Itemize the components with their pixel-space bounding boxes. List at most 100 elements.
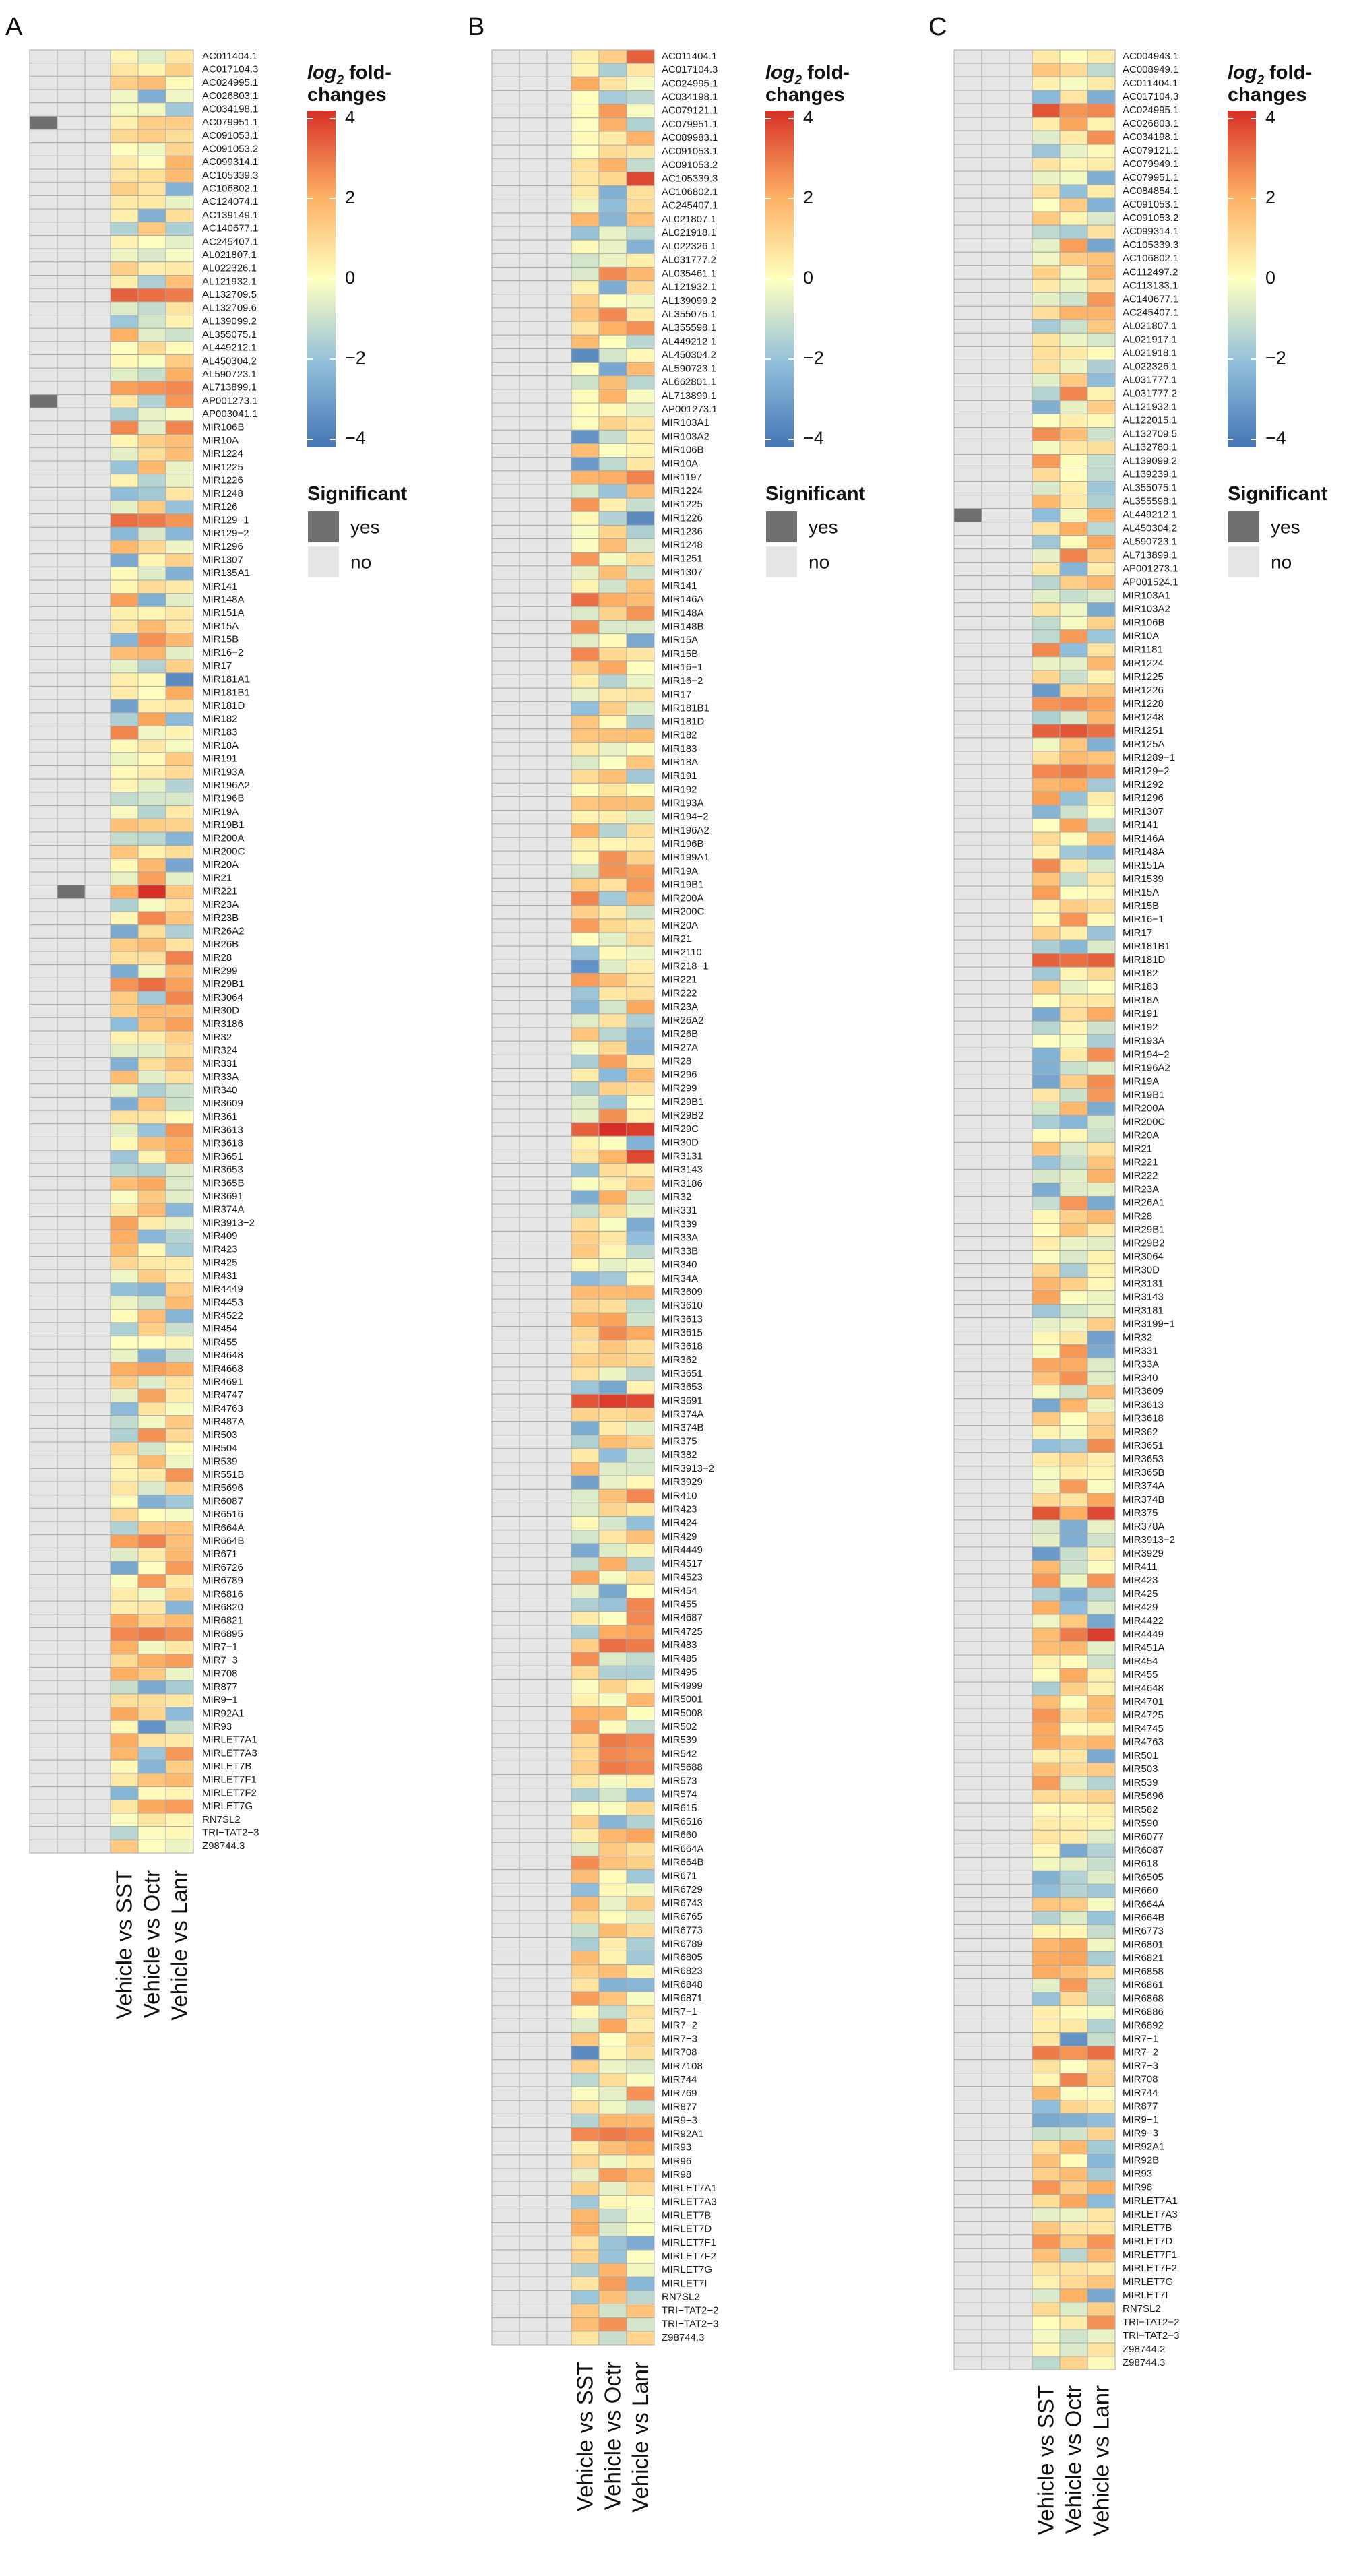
heatmap-cell (626, 1149, 655, 1164)
heatmap-cell (165, 871, 194, 886)
row-label: MIR1224 (202, 448, 243, 460)
heatmap-cell (1087, 2329, 1116, 2344)
row-label: MIR1248 (202, 488, 243, 499)
significance-cell (953, 2248, 982, 2263)
heatmap-cell (571, 104, 600, 119)
significance-cell (84, 222, 113, 236)
row-label: MIR21 (202, 873, 232, 884)
significance-cell (519, 49, 548, 64)
row-label: MIR6892 (1123, 2020, 1164, 2032)
significance-cell (84, 486, 113, 501)
row-label: MIR574 (662, 1789, 697, 1800)
significance-cell (519, 2032, 548, 2047)
significance-cell (546, 1828, 575, 1843)
heatmap-cell (626, 1298, 655, 1313)
significance-cell (519, 199, 548, 214)
heatmap-cell (1032, 2086, 1061, 2101)
row-label: MIR6805 (662, 1952, 703, 1964)
significance-cell (29, 89, 58, 104)
significance-cell (57, 1123, 86, 1137)
heatmap-cell (571, 1054, 600, 1069)
significance-cell (953, 373, 982, 387)
heatmap-cell (626, 2331, 655, 2346)
significance-cell (546, 117, 575, 132)
heatmap-cell (110, 1269, 139, 1284)
heatmap-cell (110, 1786, 139, 1800)
heatmap-cell (571, 226, 600, 241)
significance-cell (519, 918, 548, 933)
heatmap-cell (598, 1747, 627, 1761)
heatmap-cell (598, 104, 627, 119)
heatmap-cell (571, 1516, 600, 1531)
significance-cell (491, 185, 520, 200)
heatmap-cell (137, 672, 166, 687)
heatmap-cell (571, 905, 600, 920)
significance-cell (491, 1040, 520, 1055)
heatmap-cell (165, 1123, 194, 1137)
significance-cell (491, 823, 520, 838)
heatmap-cell (626, 2168, 655, 2182)
row-label: AC034198.1 (662, 92, 718, 103)
heatmap-cell (165, 845, 194, 859)
heatmap-cell (571, 986, 600, 1001)
significance-cell (546, 538, 575, 553)
heatmap-cell (571, 2331, 600, 2346)
row-label: MIR98 (662, 2169, 691, 2180)
heatmap-cell (571, 1013, 600, 1028)
row-label: MIR29B2 (662, 1110, 704, 1121)
heatmap-cell (1087, 805, 1116, 819)
heatmap-cell (571, 239, 600, 254)
significance-cell (491, 1068, 520, 1083)
significance-cell (953, 1250, 982, 1265)
row-label: MIR29B1 (662, 1096, 704, 1108)
legend-no-key (1227, 545, 1261, 579)
heatmap-cell (571, 1842, 600, 1856)
row-label: MIR3143 (1123, 1292, 1164, 1303)
heatmap-cell (571, 2236, 600, 2251)
heatmap-cell (1032, 346, 1061, 360)
row-label: MIR192 (662, 784, 697, 795)
heatmap-cell (1059, 1061, 1088, 1075)
legend-tick-label: 2 (1265, 187, 1275, 208)
significance-cell (981, 710, 1010, 725)
significance-cell (953, 481, 982, 496)
heatmap-cell (1059, 292, 1088, 307)
significance-cell (57, 447, 86, 462)
significance-cell (546, 1163, 575, 1178)
heatmap-cell (137, 500, 166, 515)
heatmap-cell (626, 1923, 655, 1938)
significance-cell (84, 672, 113, 687)
significance-cell (84, 1733, 113, 1748)
row-label: MIR4449 (202, 1284, 243, 1295)
significance-cell (57, 1336, 86, 1350)
significance-cell (546, 823, 575, 838)
significance-cell (519, 212, 548, 227)
row-label: MIR362 (662, 1354, 697, 1366)
significance-cell (953, 724, 982, 739)
significance-cell (57, 129, 86, 144)
heatmap-cell (110, 381, 139, 396)
row-label: MIR15B (662, 648, 698, 660)
heatmap-cell (1032, 737, 1061, 752)
heatmap-cell (1032, 1681, 1061, 1696)
heatmap-cell (571, 212, 600, 227)
heatmap-cell (1032, 197, 1061, 212)
significance-cell (29, 1004, 58, 1018)
significance-cell (953, 1776, 982, 1790)
significance-cell (519, 1652, 548, 1666)
significance-cell (546, 1135, 575, 1150)
heatmap-cell (165, 1203, 194, 1218)
significance-cell (57, 513, 86, 528)
heatmap-cell (1059, 2329, 1088, 2344)
heatmap-cell (598, 823, 627, 838)
heatmap-cell (1032, 710, 1061, 725)
significance-cell (29, 486, 58, 501)
heatmap-cell (598, 1285, 627, 1300)
significance-cell (953, 1493, 982, 1507)
significance-cell (491, 1842, 520, 1856)
significance-cell (981, 1331, 1010, 1346)
significance-cell (981, 2261, 1010, 2276)
heatmap-cell (110, 1614, 139, 1628)
heatmap-cell (137, 964, 166, 978)
significance-cell (981, 1020, 1010, 1035)
